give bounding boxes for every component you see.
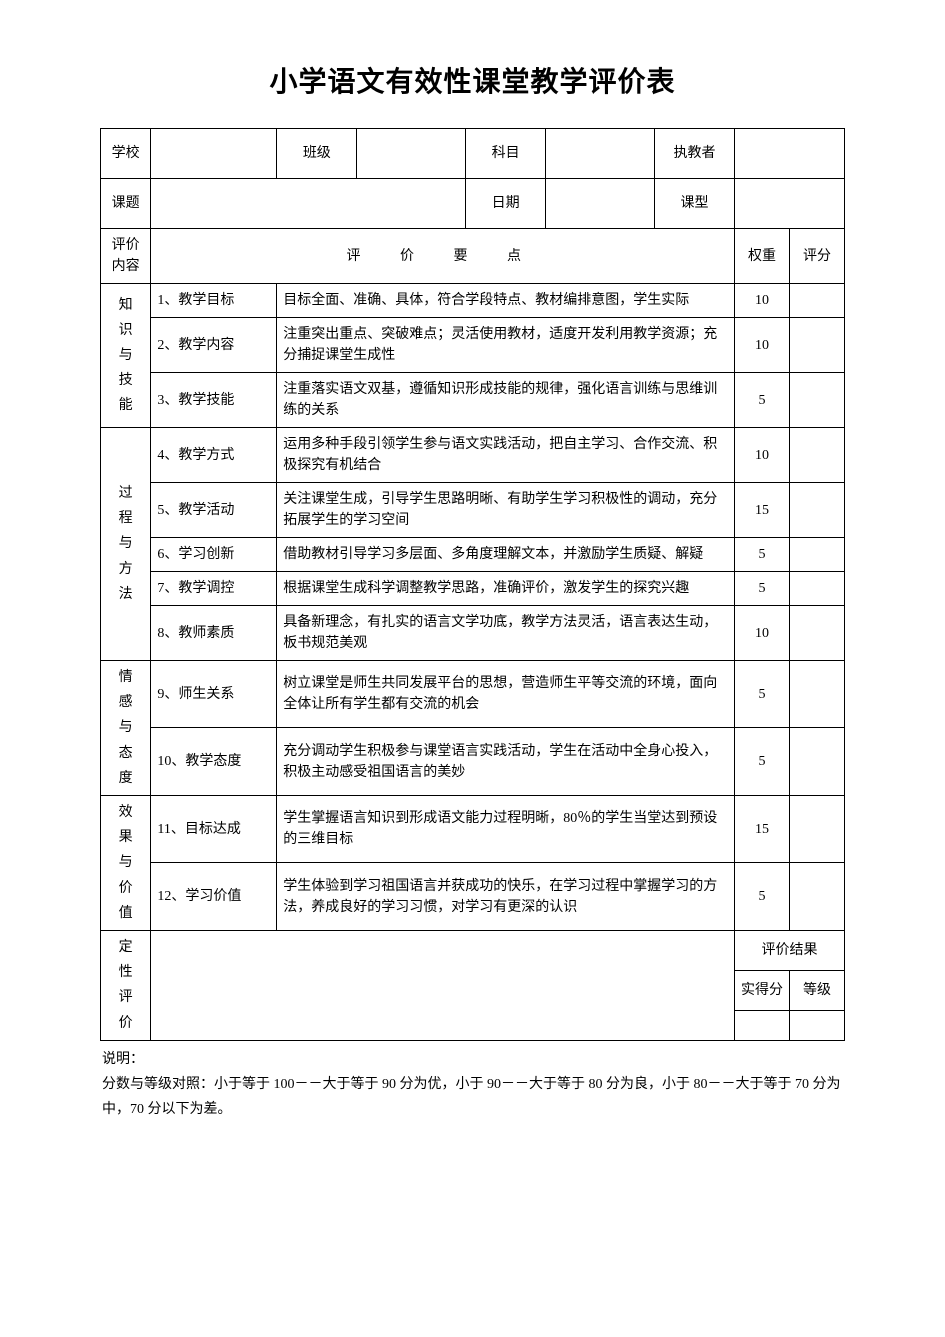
item-desc: 注重突出重点、突破难点；灵活使用教材，适度开发利用教学资源；充分捕捉课堂生成性 <box>277 318 735 373</box>
item-label: 9、师生关系 <box>151 661 277 728</box>
table-row: 情感与态度 9、师生关系 树立课堂是师生共同发展平台的思想，营造师生平等交流的环… <box>101 661 845 728</box>
page-title: 小学语文有效性课堂教学评价表 <box>100 60 845 100</box>
item-desc: 注重落实语文双基，遵循知识形成技能的规律，强化语言训练与思维训练的关系 <box>277 373 735 428</box>
grade-label: 等级 <box>790 970 845 1010</box>
item-label: 10、教学态度 <box>151 728 277 795</box>
item-label: 2、教学内容 <box>151 318 277 373</box>
type-label: 课型 <box>654 179 734 229</box>
qualitative-row-1: 定性评价 评价结果 <box>101 930 845 970</box>
item-desc: 运用多种手段引领学生参与语文实践活动，把自主学习、合作交流、积极探究有机结合 <box>277 428 735 483</box>
teacher-value <box>735 129 845 179</box>
item-desc: 根据课堂生成科学调整教学思路，准确评价，激发学生的探究兴趣 <box>277 572 735 606</box>
item-weight: 5 <box>735 728 790 795</box>
class-label: 班级 <box>277 129 357 179</box>
item-desc: 借助教材引导学习多层面、多角度理解文本，并激励学生质疑、解疑 <box>277 538 735 572</box>
item-weight: 5 <box>735 538 790 572</box>
topic-label: 课题 <box>101 179 151 229</box>
teacher-label: 执教者 <box>654 129 734 179</box>
score-col-label: 评分 <box>790 229 845 284</box>
table-row: 5、教学活动 关注课堂生成，引导学生思路明晰、有助学生学习积极性的调动，充分拓展… <box>101 483 845 538</box>
section-label: 知识与技能 <box>101 284 151 428</box>
item-weight: 10 <box>735 428 790 483</box>
subject-value <box>546 129 655 179</box>
note-block: 说明： 分数与等级对照：小于等于 100－－大于等于 90 分为优，小于 90－… <box>100 1047 845 1123</box>
item-weight: 10 <box>735 606 790 661</box>
item-score <box>790 538 845 572</box>
item-score <box>790 661 845 728</box>
school-value <box>151 129 277 179</box>
item-weight: 15 <box>735 795 790 862</box>
item-score <box>790 795 845 862</box>
table-row: 10、教学态度 充分调动学生积极参与课堂语言实践活动，学生在活动中全身心投入，积… <box>101 728 845 795</box>
section-label: 效果与价值 <box>101 795 151 930</box>
table-row: 知识与技能 1、教学目标 目标全面、准确、具体，符合学段特点、教材编排意图，学生… <box>101 284 845 318</box>
table-row: 3、教学技能 注重落实语文双基，遵循知识形成技能的规律，强化语言训练与思维训练的… <box>101 373 845 428</box>
item-desc: 树立课堂是师生共同发展平台的思想，营造师生平等交流的环境，面向全体让所有学生都有… <box>277 661 735 728</box>
item-desc: 充分调动学生积极参与课堂语言实践活动，学生在活动中全身心投入，积极主动感受祖国语… <box>277 728 735 795</box>
item-score <box>790 863 845 930</box>
note-label: 说明： <box>102 1052 144 1067</box>
item-desc: 关注课堂生成，引导学生思路明晰、有助学生学习积极性的调动，充分拓展学生的学习空间 <box>277 483 735 538</box>
table-row: 过程与方法 4、教学方式 运用多种手段引领学生参与语文实践活动，把自主学习、合作… <box>101 428 845 483</box>
table-row: 8、教师素质 具备新理念，有扎实的语言文学功底，教学方法灵活，语言表达生动，板书… <box>101 606 845 661</box>
item-label: 5、教学活动 <box>151 483 277 538</box>
item-desc: 学生掌握语言知识到形成语文能力过程明晰，80％的学生当堂达到预设的三维目标 <box>277 795 735 862</box>
table-row: 2、教学内容 注重突出重点、突破难点；灵活使用教材，适度开发利用教学资源；充分捕… <box>101 318 845 373</box>
subject-label: 科目 <box>466 129 546 179</box>
item-label: 1、教学目标 <box>151 284 277 318</box>
item-score <box>790 728 845 795</box>
weight-col-label: 权重 <box>735 229 790 284</box>
item-label: 3、教学技能 <box>151 373 277 428</box>
grade-value <box>790 1010 845 1040</box>
item-label: 6、学习创新 <box>151 538 277 572</box>
item-weight: 5 <box>735 373 790 428</box>
school-label: 学校 <box>101 129 151 179</box>
evaluation-table: 学校 班级 科目 执教者 课题 日期 课型 评价内容 评 价 要 点 权重 评分… <box>100 128 845 1041</box>
item-label: 8、教师素质 <box>151 606 277 661</box>
actual-score-value <box>735 1010 790 1040</box>
item-score <box>790 373 845 428</box>
note-text: 分数与等级对照：小于等于 100－－大于等于 90 分为优，小于 90－－大于等… <box>102 1077 841 1117</box>
item-weight: 15 <box>735 483 790 538</box>
item-weight: 10 <box>735 318 790 373</box>
item-weight: 10 <box>735 284 790 318</box>
item-score <box>790 318 845 373</box>
item-label: 11、目标达成 <box>151 795 277 862</box>
type-value <box>735 179 845 229</box>
result-label: 评价结果 <box>735 930 845 970</box>
actual-score-label: 实得分 <box>735 970 790 1010</box>
table-row: 效果与价值 11、目标达成 学生掌握语言知识到形成语文能力过程明晰，80％的学生… <box>101 795 845 862</box>
topic-value <box>151 179 466 229</box>
item-weight: 5 <box>735 863 790 930</box>
column-header-row: 评价内容 评 价 要 点 权重 评分 <box>101 229 845 284</box>
item-desc: 学生体验到学习祖国语言并获成功的快乐，在学习过程中掌握学习的方法，养成良好的学习… <box>277 863 735 930</box>
item-label: 12、学习价值 <box>151 863 277 930</box>
section-label: 过程与方法 <box>101 428 151 661</box>
header-row-1: 学校 班级 科目 执教者 <box>101 129 845 179</box>
qualitative-value <box>151 930 735 1040</box>
item-desc: 具备新理念，有扎实的语言文学功底，教学方法灵活，语言表达生动，板书规范美观 <box>277 606 735 661</box>
table-row: 7、教学调控 根据课堂生成科学调整教学思路，准确评价，激发学生的探究兴趣 5 <box>101 572 845 606</box>
header-row-2: 课题 日期 课型 <box>101 179 845 229</box>
item-score <box>790 284 845 318</box>
date-value <box>546 179 655 229</box>
class-value <box>357 129 466 179</box>
item-weight: 5 <box>735 572 790 606</box>
qualitative-label: 定性评价 <box>101 930 151 1040</box>
item-score <box>790 572 845 606</box>
table-row: 6、学习创新 借助教材引导学习多层面、多角度理解文本，并激励学生质疑、解疑 5 <box>101 538 845 572</box>
item-score <box>790 428 845 483</box>
item-weight: 5 <box>735 661 790 728</box>
item-label: 7、教学调控 <box>151 572 277 606</box>
item-score <box>790 483 845 538</box>
date-label: 日期 <box>466 179 546 229</box>
item-desc: 目标全面、准确、具体，符合学段特点、教材编排意图，学生实际 <box>277 284 735 318</box>
table-row: 12、学习价值 学生体验到学习祖国语言并获成功的快乐，在学习过程中掌握学习的方法… <box>101 863 845 930</box>
item-score <box>790 606 845 661</box>
points-col-label: 评 价 要 点 <box>151 229 735 284</box>
item-label: 4、教学方式 <box>151 428 277 483</box>
content-col-label: 评价内容 <box>101 229 151 284</box>
section-label: 情感与态度 <box>101 661 151 796</box>
